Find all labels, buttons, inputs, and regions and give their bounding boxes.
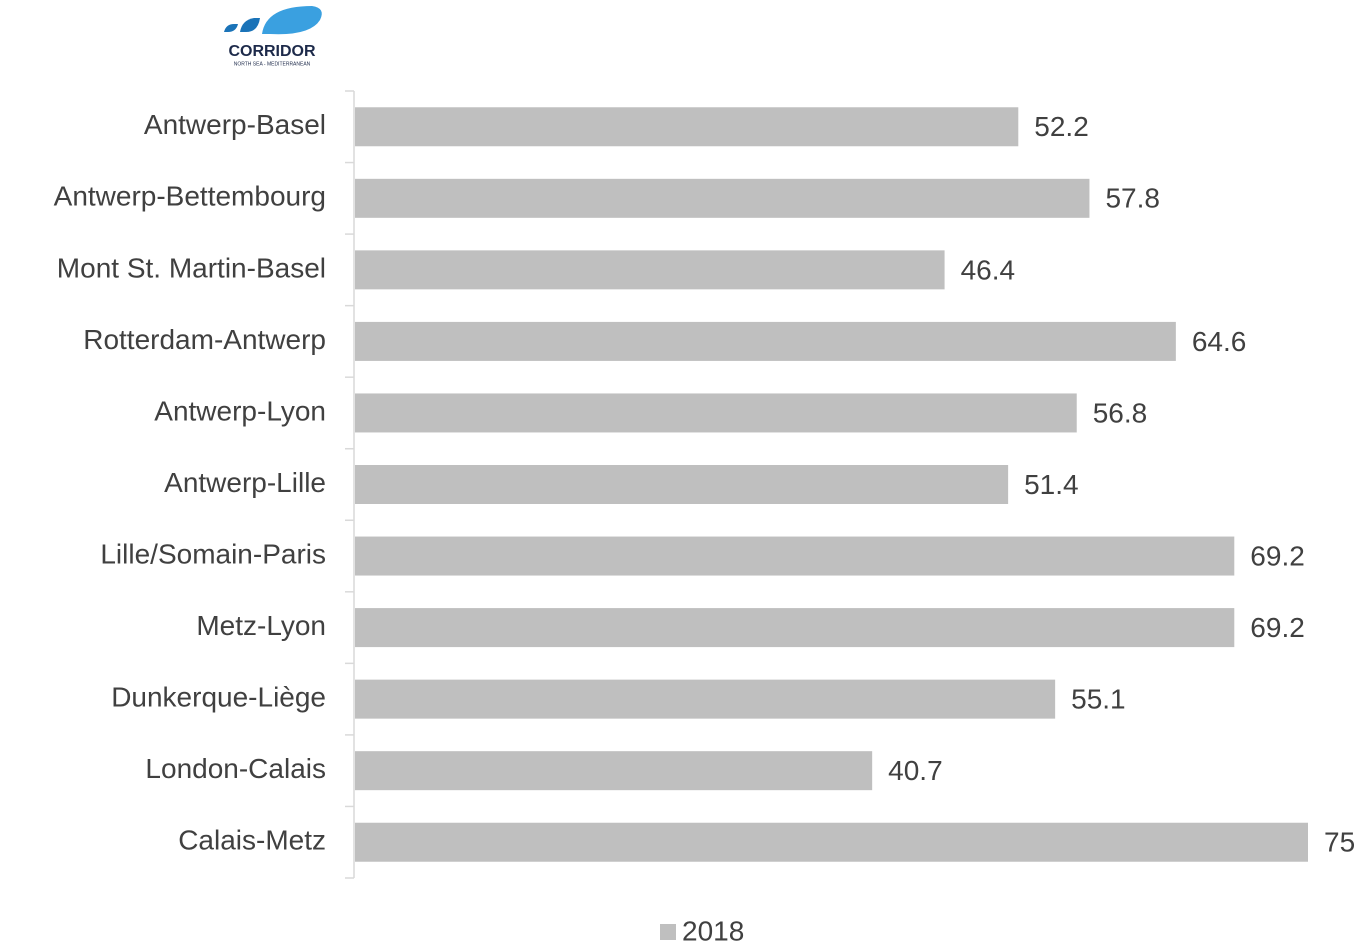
bar xyxy=(355,751,873,791)
bar xyxy=(355,822,1308,862)
logo-shape xyxy=(240,18,260,32)
bar xyxy=(355,393,1077,433)
logo-shape xyxy=(224,24,238,32)
bar xyxy=(355,679,1056,719)
data-label: 51.4 xyxy=(1024,469,1079,500)
bar xyxy=(355,321,1176,361)
category-label: Rotterdam-Antwerp xyxy=(83,324,326,355)
category-label: Antwerp-Bettembourg xyxy=(54,181,326,212)
bar xyxy=(355,465,1009,504)
data-label: 69.2 xyxy=(1250,540,1305,571)
logo-shape xyxy=(262,6,322,35)
data-label: 64.6 xyxy=(1192,326,1247,357)
logo-tagline: NORTH SEA - MEDITERRANEAN xyxy=(234,61,311,67)
category-label: Mont St. Martin-Basel xyxy=(57,252,326,283)
category-label: Dunkerque-Liège xyxy=(111,682,326,713)
data-label: 46.4 xyxy=(961,254,1016,285)
data-label: 40.7 xyxy=(888,755,943,786)
logo-name: CORRIDOR xyxy=(228,43,316,60)
category-label: Calais-Metz xyxy=(178,825,326,856)
bar xyxy=(355,608,1235,648)
bar xyxy=(355,178,1090,218)
data-label: 69.2 xyxy=(1250,612,1305,643)
category-label: London-Calais xyxy=(145,753,326,784)
category-label: Antwerp-Lyon xyxy=(154,395,326,426)
legend-swatch xyxy=(660,924,676,940)
category-label: Metz-Lyon xyxy=(196,610,326,641)
bar xyxy=(355,250,945,290)
data-label: 55.1 xyxy=(1071,684,1126,715)
data-label: 52.2 xyxy=(1034,111,1089,142)
bar xyxy=(355,107,1019,147)
logo: CORRIDOR NORTH SEA - MEDITERRANEAN xyxy=(224,6,322,67)
data-label: 56.8 xyxy=(1093,397,1148,428)
bar xyxy=(355,536,1235,576)
category-label: Antwerp-Lille xyxy=(164,467,326,498)
data-label: 57.8 xyxy=(1105,183,1160,214)
data-label: 75 xyxy=(1324,827,1355,858)
category-label: Antwerp-Basel xyxy=(144,109,326,140)
legend-label: 2018 xyxy=(682,915,744,945)
category-label: Lille/Somain-Paris xyxy=(100,538,326,569)
